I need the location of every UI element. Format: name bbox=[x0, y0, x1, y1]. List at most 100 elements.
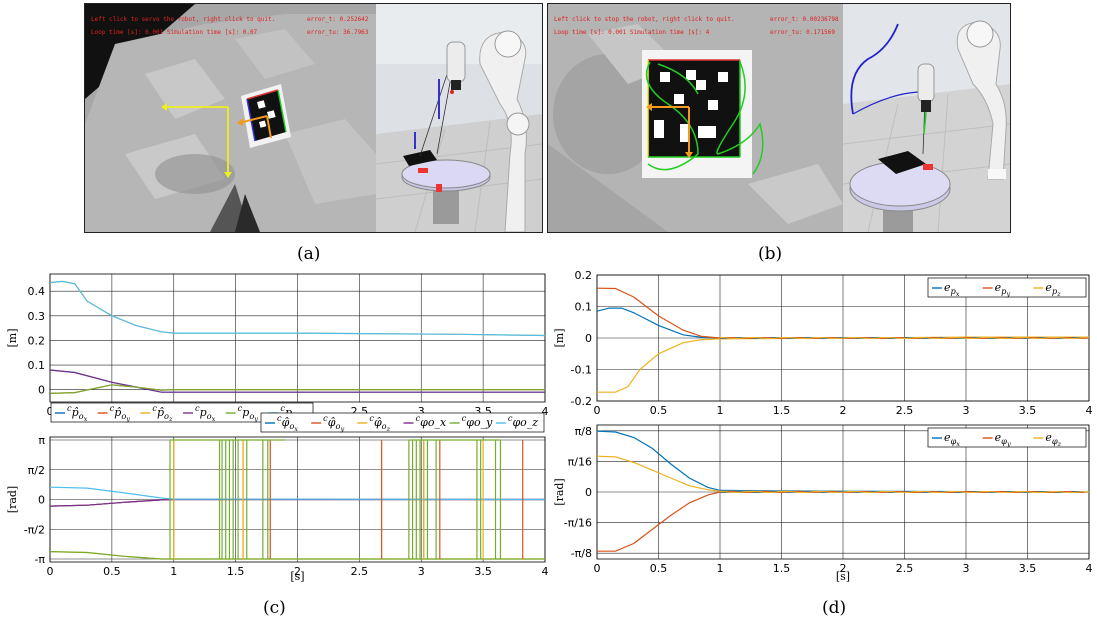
y-axis-label: [rad] bbox=[6, 486, 19, 513]
noise-line bbox=[719, 490, 1085, 494]
error-tu-b: error_tu: 0.171569 bbox=[770, 29, 835, 36]
x-tick-label: 2 bbox=[840, 562, 847, 575]
noise-line bbox=[719, 336, 1085, 340]
legend-box bbox=[260, 412, 545, 433]
legend-entry: cp̂oy​ bbox=[110, 403, 131, 423]
series-line-5 bbox=[49, 384, 545, 394]
legend-box bbox=[50, 402, 314, 423]
y-tick-label: π/2 bbox=[28, 464, 45, 477]
x-axis-label: [s] bbox=[290, 570, 304, 583]
error-tu-a: error_tu: 36.7963 bbox=[307, 29, 369, 36]
overlay-instructions-b: Left click to stop the robot, right clic… bbox=[554, 16, 735, 23]
legend-entry: cφ̂oy​ bbox=[323, 413, 344, 433]
sublabel-b: (b) bbox=[758, 244, 783, 264]
legend-entry: eφz​ bbox=[1045, 431, 1061, 448]
error-t-a: error_t: 0.252642 bbox=[307, 16, 369, 23]
x-tick-label: 0 bbox=[594, 404, 601, 417]
y-tick-label: -π/16 bbox=[564, 517, 592, 530]
legend-entry: cφo_x bbox=[416, 413, 447, 429]
x-tick-label: 2 bbox=[294, 565, 301, 578]
sublabel-a: (a) bbox=[297, 244, 321, 264]
x-tick-label: 0 bbox=[47, 405, 54, 418]
y-tick-label: π/16 bbox=[568, 455, 592, 468]
x-tick-label: 3 bbox=[418, 405, 425, 418]
y-tick-label: 0.1 bbox=[575, 301, 593, 314]
series-line-3 bbox=[596, 455, 1090, 493]
series-line-2 bbox=[596, 287, 1089, 339]
x-tick-label: 3.5 bbox=[1019, 404, 1037, 417]
y-tick-label: 0 bbox=[38, 494, 45, 507]
legend-box bbox=[927, 277, 1087, 298]
x-tick-label: 1 bbox=[717, 404, 724, 417]
x-tick-label: 1.5 bbox=[227, 565, 245, 578]
x-tick-label: 3.5 bbox=[1019, 562, 1037, 575]
y-tick-label: 0 bbox=[38, 384, 45, 397]
y-tick-label: 0 bbox=[585, 486, 592, 499]
y-tick-label: π bbox=[38, 434, 45, 447]
x-axis-label: [s] bbox=[836, 570, 850, 583]
y-tick-label: -0.1 bbox=[571, 364, 592, 377]
legend-entry: eφy​ bbox=[995, 431, 1011, 448]
chart-d-position-error: 0 0.5 1 1.5 2 2.5 3 3.5 4 -0.2 -0.1 0 0.1 0.2 [m] epx​ e… bbox=[550, 262, 1097, 417]
x-tick-label: 2.5 bbox=[351, 565, 369, 578]
axes-box bbox=[49, 273, 546, 403]
x-tick-label: 1 bbox=[717, 562, 724, 575]
overlay-timing-b: Loop time [s]: 0.001 Simulation time [s]… bbox=[554, 29, 710, 36]
error-t-b: error_t: 0.00236798 bbox=[770, 16, 839, 23]
x-tick-label: 3 bbox=[418, 565, 425, 578]
y-tick-label: 0.2 bbox=[575, 269, 593, 282]
chart-c-position: 00.511.522.533.5400.10.20.30.4[m]cp̂ox​c… bbox=[0, 262, 550, 423]
y-tick-label: -π/8 bbox=[571, 547, 592, 560]
chart-c-orientation: 0 0.5 1 1.5 2 2.5 3 3.5 4 -π -π/2 0 π/2 π [rad] [s] cφ̂o… bbox=[0, 412, 550, 592]
y-axis-label: [rad] bbox=[553, 478, 566, 505]
x-tick-label: 4 bbox=[1086, 404, 1093, 417]
x-tick-label: 1.5 bbox=[773, 562, 791, 575]
x-tick-label: 3.5 bbox=[474, 565, 492, 578]
y-axis-label: [m] bbox=[6, 328, 19, 347]
y-tick-label: 0.2 bbox=[28, 334, 46, 347]
series-line-6 bbox=[49, 280, 546, 337]
sublabel-d: (d) bbox=[822, 598, 847, 618]
screenshot-b: Left click to stop the robot, right clic… bbox=[547, 3, 1011, 233]
legend-entry: cpoy​ bbox=[238, 403, 259, 423]
chart-d-orientation-error: 0 0.5 1 1.5 2 2.5 3 3.5 4 -π/8 -π/16 0 π/16 π/8 [rad] [… bbox=[550, 412, 1097, 592]
series-line-2 bbox=[597, 491, 1089, 552]
y-axis-label: [m] bbox=[553, 328, 566, 347]
legend-entry: cp̂oz​ bbox=[152, 403, 173, 423]
x-tick-label: 1.5 bbox=[773, 404, 791, 417]
legend-box bbox=[927, 427, 1087, 448]
x-tick-label: 2.5 bbox=[896, 562, 914, 575]
sublabel-c: (c) bbox=[263, 598, 286, 618]
legend-entry: cφo_y bbox=[462, 413, 493, 429]
overlay-timing-a: Loop time [s]: 0.001 Simulation time [s]… bbox=[91, 29, 258, 36]
legend-entry: epx​ bbox=[944, 281, 960, 298]
legend-entry: cφo_z bbox=[508, 413, 538, 429]
x-tick-label: 0 bbox=[594, 562, 601, 575]
x-tick-label: 0.5 bbox=[103, 565, 121, 578]
series-line-6 bbox=[49, 486, 546, 501]
x-tick-label: 0 bbox=[47, 565, 54, 578]
legend-entry: cφ̂oz​ bbox=[369, 413, 390, 433]
x-tick-label: 1 bbox=[170, 565, 177, 578]
legend-entry: eφx​ bbox=[944, 431, 960, 448]
series-line-5 bbox=[49, 551, 545, 560]
legend-entry: epz​ bbox=[1045, 281, 1061, 298]
y-tick-label: 0.4 bbox=[28, 285, 46, 298]
x-tick-label: 0.5 bbox=[650, 562, 668, 575]
overlay-instructions-a: Left click to servo the robot, right cli… bbox=[91, 16, 275, 23]
y-tick-label: 0 bbox=[585, 332, 592, 345]
y-tick-label: π/8 bbox=[575, 425, 592, 438]
legend-entry: cp̂ox​ bbox=[67, 403, 88, 423]
y-tick-label: 0.3 bbox=[28, 310, 46, 323]
x-tick-label: 4 bbox=[1086, 562, 1093, 575]
y-tick-label: -0.2 bbox=[571, 395, 592, 408]
x-tick-label: 4 bbox=[542, 405, 549, 418]
legend-entry: cpox​ bbox=[195, 403, 216, 423]
y-tick-label: -π bbox=[34, 553, 45, 566]
x-tick-label: 0.5 bbox=[650, 404, 668, 417]
x-tick-label: 3 bbox=[963, 404, 970, 417]
screenshot-a: Left click to servo the robot, right cli… bbox=[84, 3, 543, 233]
y-tick-label: -π/2 bbox=[24, 523, 45, 536]
x-tick-label: 2 bbox=[840, 404, 847, 417]
x-tick-label: 3 bbox=[963, 562, 970, 575]
